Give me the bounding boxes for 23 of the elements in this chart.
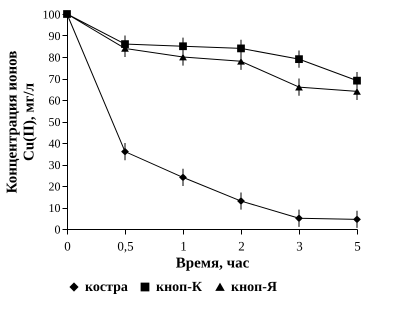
point	[237, 44, 245, 52]
legend-label: кноп-К	[156, 280, 203, 295]
y-tick-label: 20	[48, 180, 60, 194]
y-tick-label: 80	[48, 50, 60, 64]
legend-label: кноп-Я	[231, 280, 277, 295]
y-tick-label: 70	[48, 72, 60, 86]
y-tick-label: 0	[54, 222, 60, 236]
legend-label: костра	[85, 280, 128, 295]
x-tick-label: 5	[354, 238, 361, 254]
x-tick-label: 0,5	[117, 238, 134, 254]
y-tick-label: 30	[48, 158, 60, 172]
y-axis-title: Концентрация ионов Cu(II), мг/л	[4, 50, 38, 194]
y-tick-label: 50	[48, 115, 60, 129]
y-tick-label: 40	[48, 136, 60, 150]
x-axis-title: Время, час	[176, 256, 250, 272]
y-tick-label: 90	[48, 29, 60, 43]
x-tick-label: 1	[180, 238, 187, 254]
x-tick-label: 3	[296, 238, 303, 254]
x-tick-label: 0	[64, 238, 71, 254]
x-tick-label: 2	[238, 238, 245, 254]
y-tick-label: 100	[42, 8, 60, 22]
y-tick-label: 10	[48, 201, 60, 215]
y-tick-label: 60	[48, 94, 60, 108]
